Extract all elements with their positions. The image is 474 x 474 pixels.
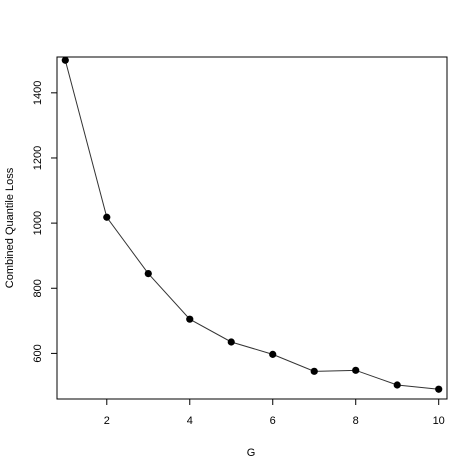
y-axis: 600 800 1000 1200 1400 bbox=[32, 81, 57, 363]
data-point bbox=[435, 385, 443, 393]
x-tick-label: 10 bbox=[433, 415, 445, 427]
y-tick-label: 1200 bbox=[32, 146, 44, 170]
data-point bbox=[103, 213, 111, 221]
data-point bbox=[144, 270, 152, 278]
y-axis-title: Combined Quantile Loss bbox=[4, 167, 16, 288]
data-point bbox=[393, 381, 401, 389]
y-tick-label: 1400 bbox=[32, 81, 44, 105]
data-point bbox=[269, 350, 277, 358]
x-tick-label: 6 bbox=[270, 415, 276, 427]
x-axis-title: G bbox=[247, 447, 256, 459]
y-tick-label: 1000 bbox=[32, 211, 44, 235]
plot-frame bbox=[56, 56, 448, 400]
data-point bbox=[186, 315, 194, 323]
data-series bbox=[61, 56, 443, 393]
x-axis: 2 4 6 8 10 bbox=[104, 399, 445, 427]
x-tick-label: 2 bbox=[104, 415, 110, 427]
data-point bbox=[310, 367, 318, 375]
data-point bbox=[227, 338, 235, 346]
x-tick-label: 4 bbox=[187, 415, 193, 427]
series-line bbox=[64, 60, 439, 390]
x-tick-label: 8 bbox=[353, 415, 359, 427]
data-point bbox=[352, 366, 360, 374]
y-tick-label: 600 bbox=[32, 344, 44, 362]
data-point bbox=[61, 56, 69, 64]
y-tick-label: 800 bbox=[32, 279, 44, 297]
